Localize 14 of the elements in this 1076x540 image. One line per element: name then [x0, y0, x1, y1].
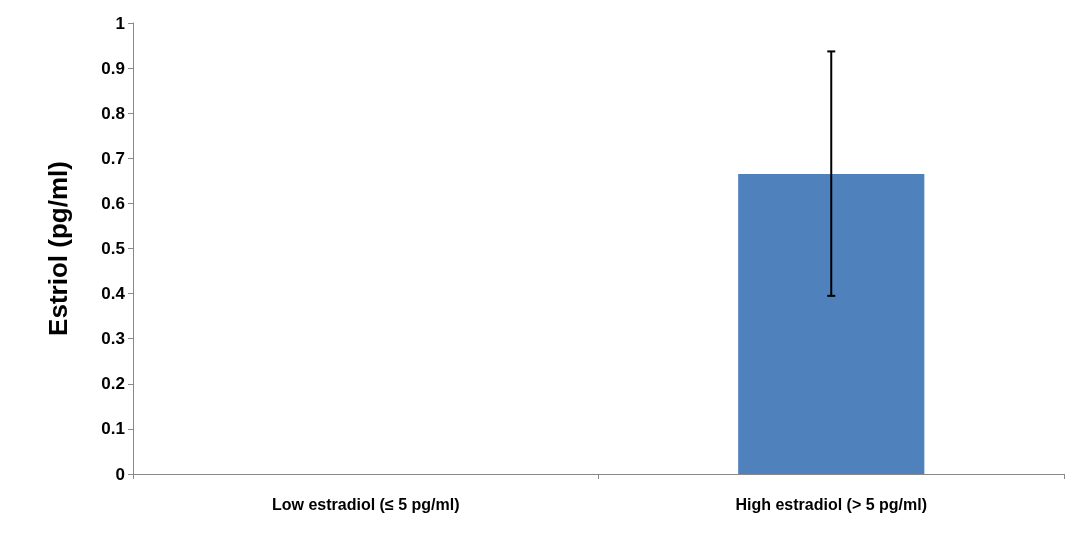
- x-tick-label: High estradiol (> 5 pg/ml): [735, 495, 928, 513]
- x-tick-label: Low estradiol (≤ 5 pg/ml): [272, 495, 460, 513]
- y-tick-label: 0.1: [101, 419, 125, 439]
- y-tick-label: 0.2: [101, 374, 125, 394]
- y-tick-label: 0.8: [101, 103, 125, 123]
- y-tick-label: 0.5: [101, 239, 125, 258]
- y-tick-label: 0.3: [101, 329, 125, 349]
- y-tick-label: 0: [115, 464, 125, 484]
- y-tick-label: 0.6: [101, 193, 125, 213]
- y-axis-title: Estriol (pg/ml): [43, 161, 73, 336]
- y-tick-label: 0.9: [101, 58, 125, 78]
- y-tick-label: 0.4: [101, 284, 126, 304]
- y-tick-label: 0.7: [101, 148, 125, 168]
- y-tick-label: 1: [115, 13, 125, 33]
